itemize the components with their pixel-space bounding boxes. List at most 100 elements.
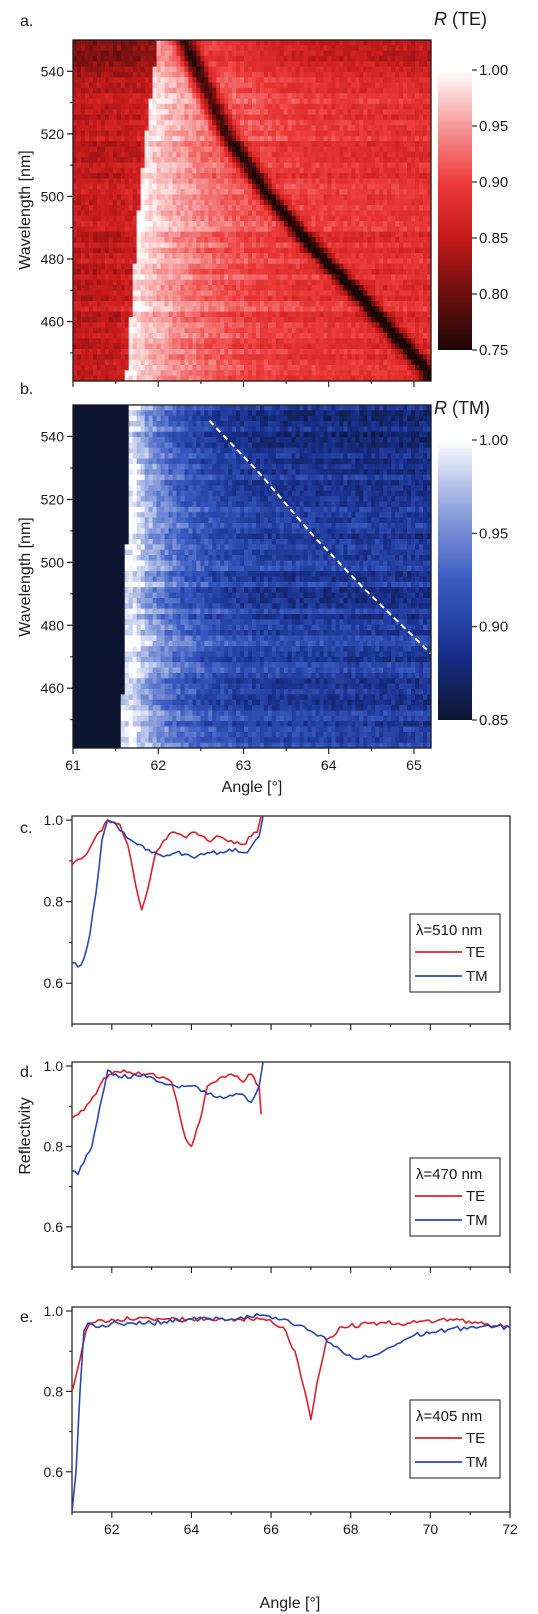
heatmap-cell	[252, 253, 257, 260]
heatmap-cell	[299, 210, 305, 217]
heatmap-cell	[112, 87, 118, 94]
heatmap-cell	[124, 55, 130, 62]
heatmap-cell	[96, 183, 102, 190]
heatmap-cell	[351, 189, 357, 196]
heatmap-cell	[124, 317, 130, 323]
heatmap-cell	[271, 247, 277, 254]
heatmap-cell	[339, 290, 345, 297]
heatmap-cell	[208, 210, 213, 217]
heatmap-cell	[148, 40, 154, 46]
heatmap-cell	[359, 242, 364, 249]
heatmap-cell	[80, 109, 86, 116]
heatmap-cell	[371, 178, 376, 185]
heatmap-cell	[172, 301, 178, 308]
heatmap-cell	[299, 215, 305, 222]
heatmap-cell	[164, 221, 170, 228]
heatmap-cell	[415, 226, 420, 233]
heatmap-cell	[259, 45, 265, 52]
heatmap-cell	[148, 162, 154, 169]
heatmap-cell	[160, 317, 166, 323]
heatmap-cell	[176, 135, 181, 142]
heatmap-cell	[76, 135, 82, 142]
heatmap-cell	[407, 311, 412, 318]
heatmap-cell	[315, 130, 321, 137]
heatmap-cell	[379, 247, 384, 254]
heatmap-cell	[415, 237, 420, 244]
heatmap-cell	[220, 247, 225, 254]
heatmap-cell	[164, 45, 170, 52]
heatmap-cell	[303, 237, 309, 244]
heatmap-cell	[403, 269, 408, 276]
heatmap-cell	[236, 269, 241, 276]
heatmap-cell	[112, 253, 118, 260]
heatmap-cell	[228, 274, 233, 281]
heatmap-cell	[232, 237, 237, 244]
heatmap-cell	[76, 306, 82, 313]
heatmap-cell	[204, 71, 209, 78]
heatmap-cell	[315, 125, 321, 132]
heatmap-cell	[419, 55, 424, 62]
heatmap-cell	[259, 317, 265, 323]
heatmap-cell	[176, 167, 181, 174]
heatmap-cell	[84, 151, 90, 158]
heatmap-cell	[164, 130, 170, 137]
heatmap-cell	[116, 82, 122, 89]
heatmap-cell	[196, 317, 201, 323]
heatmap-cell	[92, 221, 98, 228]
heatmap-cell	[259, 327, 265, 334]
heatmap-cell	[216, 157, 221, 164]
heatmap-cell	[415, 50, 420, 57]
heatmap-cell	[267, 301, 273, 308]
heatmap-cell	[359, 199, 364, 206]
heatmap-cell	[108, 125, 114, 132]
heatmap-cell	[212, 311, 217, 318]
heatmap-cell	[311, 141, 317, 148]
heatmap-cell	[295, 141, 301, 148]
heatmap-cell	[104, 50, 110, 57]
heatmap-cell	[104, 226, 110, 233]
heatmap-cell	[92, 215, 98, 222]
heatmap-cell	[259, 77, 265, 84]
heatmap-cell	[291, 146, 297, 153]
heatmap-cell	[144, 274, 150, 281]
heatmap-cell	[192, 226, 197, 233]
heatmap-cell	[252, 55, 257, 62]
heatmap-cell	[104, 66, 110, 73]
heatmap-cell	[212, 71, 217, 78]
heatmap-cell	[375, 50, 380, 57]
heatmap-cell	[319, 178, 325, 185]
heatmap-cell	[84, 221, 90, 228]
heatmap-cell	[279, 231, 285, 238]
heatmap-cell	[331, 40, 337, 46]
heatmap-cell	[343, 87, 349, 94]
heatmap-cell	[419, 178, 424, 185]
heatmap-cell	[132, 263, 138, 270]
heatmap-cell	[240, 253, 245, 260]
heatmap-cell	[92, 205, 98, 212]
heatmap-cell	[180, 178, 185, 185]
heatmap-cell	[96, 226, 102, 233]
heatmap-cell	[323, 194, 329, 201]
heatmap-cell	[411, 194, 416, 201]
heatmap-cell	[216, 173, 221, 180]
heatmap-cell	[152, 215, 158, 222]
heatmap-cell	[319, 162, 325, 169]
heatmap-cell	[267, 242, 273, 249]
heatmap-cell	[387, 279, 392, 286]
heatmap-cell	[156, 135, 162, 142]
heatmap-cell	[331, 93, 337, 100]
heatmap-cell	[403, 258, 408, 265]
heatmap-cell	[331, 285, 337, 292]
heatmap-cell	[104, 103, 110, 110]
heatmap-cell	[379, 237, 384, 244]
heatmap-cell	[140, 162, 146, 169]
heatmap-cell	[96, 55, 102, 62]
heatmap-cell	[236, 290, 241, 297]
heatmap-cell	[291, 311, 297, 318]
heatmap-cell	[363, 40, 368, 46]
heatmap-cell	[160, 87, 166, 94]
heatmap-cell	[323, 311, 329, 318]
heatmap-cell	[379, 194, 384, 201]
heatmap-cell	[73, 205, 78, 212]
heatmap-cell	[419, 301, 424, 308]
